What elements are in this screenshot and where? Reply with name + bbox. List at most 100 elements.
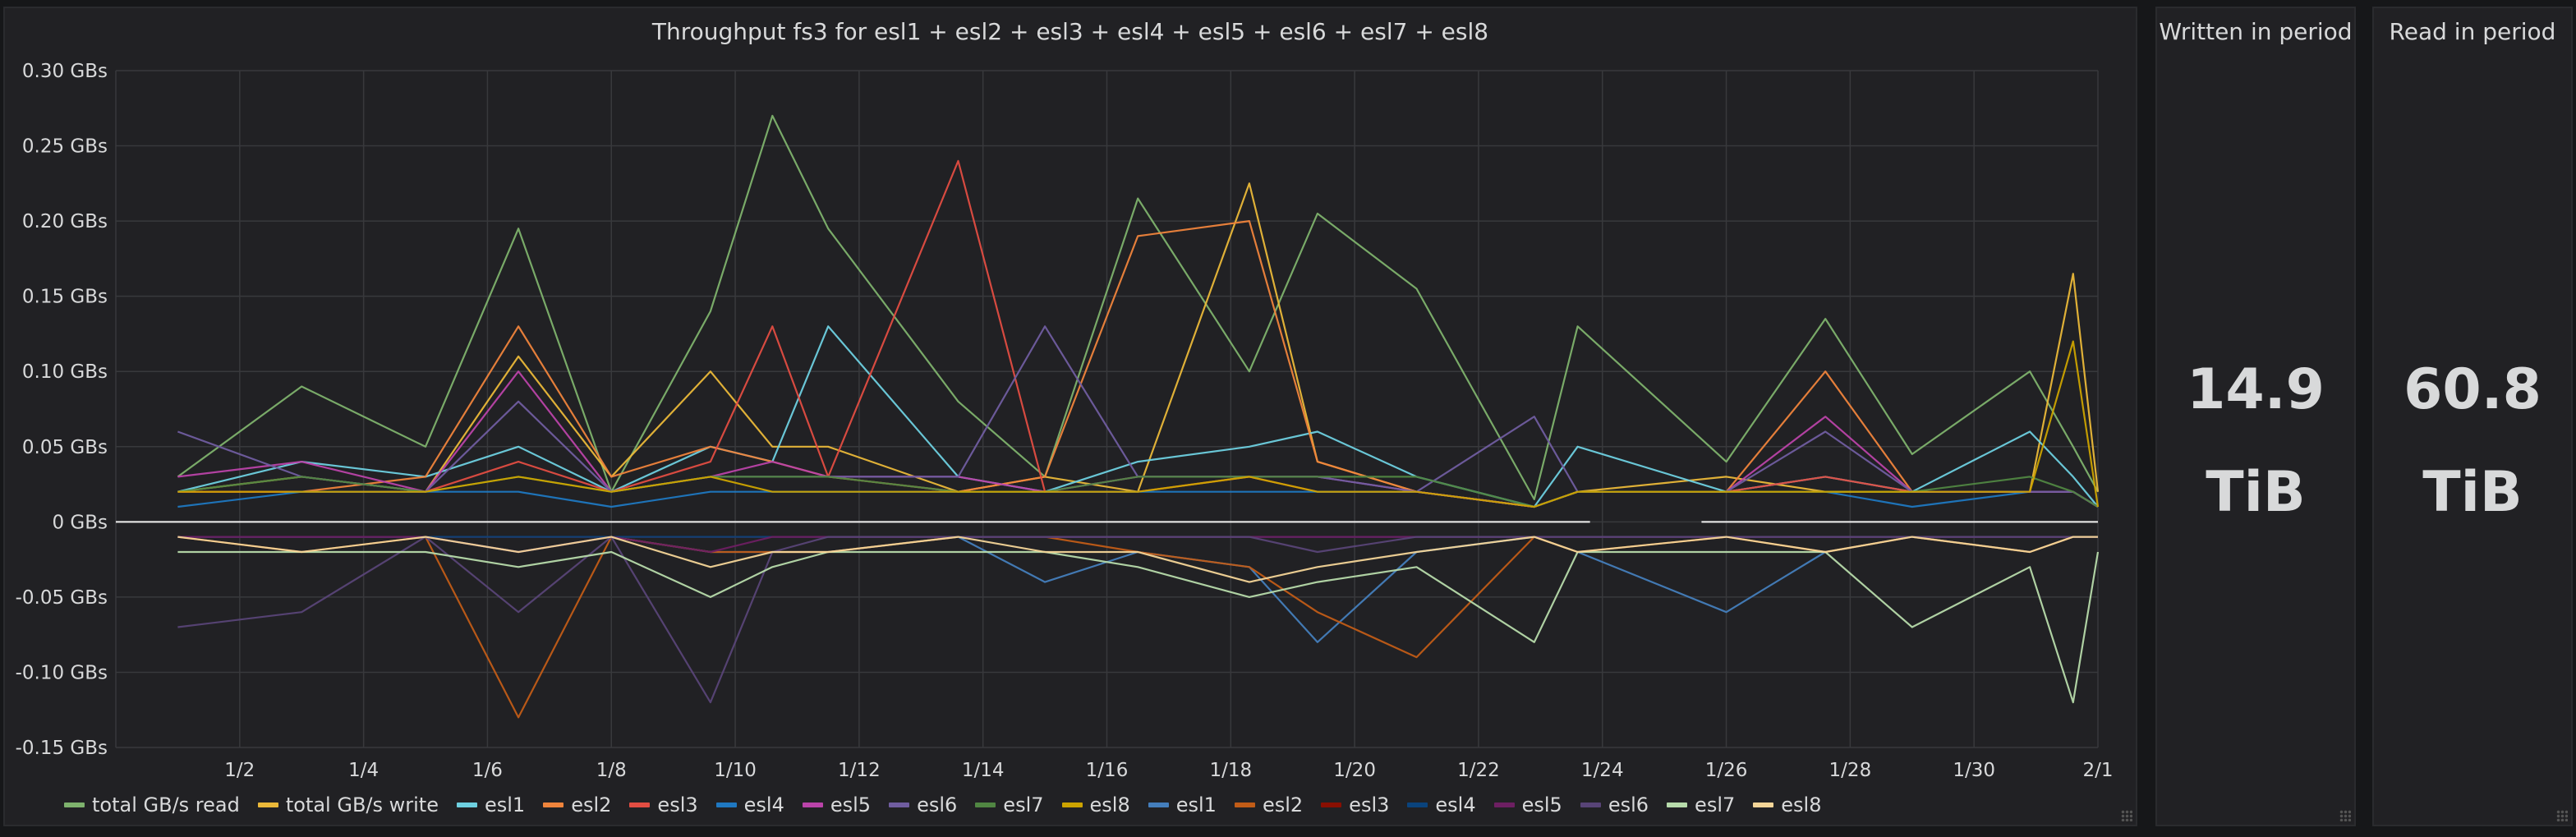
throughput-chart: 0.30 GBs 0.25 GBs 0.20 GBs 0.15 GBs 0.10 GBs… xyxy=(16,61,2114,781)
chart-legend: total GB/s read total GB/s write esl1 esl2 e… xyxy=(64,789,1839,821)
legend-swatch xyxy=(629,803,651,807)
legend-label: total GB/s write xyxy=(285,793,439,816)
resize-handle-icon[interactable] xyxy=(2121,810,2132,821)
legend-swatch xyxy=(802,803,823,807)
legend-item[interactable]: total GB/s read xyxy=(64,793,240,816)
legend-label: esl8 xyxy=(1781,793,1822,816)
legend-item[interactable]: esl6 xyxy=(889,793,957,816)
series-line-15 xyxy=(177,536,2098,704)
x-tick-label: 1/10 xyxy=(714,760,757,781)
legend-swatch xyxy=(257,803,278,807)
series-line-0 xyxy=(177,114,2099,500)
throughput-graph-panel: Throughput fs3 for esl1 + esl2 + esl3 + … xyxy=(3,7,2137,826)
legend-swatch xyxy=(889,803,910,807)
x-tick-label: 1/12 xyxy=(838,760,881,781)
y-tick-label: 0 GBs xyxy=(52,512,108,533)
x-tick-label: 1/24 xyxy=(1581,760,1624,781)
y-tick-label: -0.15 GBs xyxy=(16,738,108,759)
x-tick-label: 1/4 xyxy=(348,760,379,781)
x-tick-label: 1/26 xyxy=(1705,760,1748,781)
legend-label: esl6 xyxy=(1608,793,1649,816)
legend-label: esl4 xyxy=(743,793,784,816)
y-tick-label: -0.10 GBs xyxy=(16,662,108,683)
legend-swatch xyxy=(1321,803,1342,807)
x-tick-label: 1/30 xyxy=(1953,760,1995,781)
y-tick-label: 0.20 GBs xyxy=(22,211,108,232)
written-panel-title[interactable]: Written in period xyxy=(2159,18,2353,45)
legend-label: esl5 xyxy=(830,793,872,816)
y-tick-label: 0.05 GBs xyxy=(22,437,108,458)
legend-item[interactable]: total GB/s write xyxy=(257,793,439,816)
legend-item[interactable]: esl3 xyxy=(1321,793,1389,816)
legend-swatch xyxy=(543,803,564,807)
legend-swatch xyxy=(975,803,996,807)
legend-swatch xyxy=(715,803,737,807)
legend-item[interactable]: esl2 xyxy=(1234,793,1304,816)
x-tick-label: 1/14 xyxy=(962,760,1005,781)
resize-handle-icon[interactable] xyxy=(2556,810,2568,821)
read-in-period-panel: Read in period 60.8 TiB xyxy=(2372,7,2573,826)
legend-label: esl8 xyxy=(1089,793,1130,816)
legend-swatch xyxy=(1234,803,1255,807)
y-tick-label: 0.15 GBs xyxy=(22,287,108,308)
read-value: 60.8 xyxy=(2404,357,2542,422)
legend-swatch xyxy=(456,803,477,807)
written-value: 14.9 xyxy=(2187,357,2325,422)
legend-item[interactable]: esl4 xyxy=(715,793,784,816)
graph-title[interactable]: Throughput fs3 for esl1 + esl2 + esl3 + … xyxy=(651,18,1489,45)
legend-swatch xyxy=(1407,803,1428,807)
legend-swatch xyxy=(1753,803,1774,807)
x-tick-label: 1/16 xyxy=(1086,760,1129,781)
y-tick-label: 0.25 GBs xyxy=(22,136,108,158)
legend-swatch xyxy=(1148,803,1169,807)
legend-label: esl7 xyxy=(1003,793,1044,816)
legend-item[interactable]: esl7 xyxy=(1667,793,1735,816)
legend-item[interactable]: esl3 xyxy=(629,793,698,816)
legend-item[interactable]: esl5 xyxy=(1493,793,1562,816)
x-tick-label: 1/18 xyxy=(1209,760,1252,781)
x-tick-label: 1/22 xyxy=(1457,760,1500,781)
legend-label: esl5 xyxy=(1521,793,1562,816)
legend-label: esl6 xyxy=(917,793,958,816)
y-tick-label: -0.05 GBs xyxy=(16,587,108,609)
x-tick-label: 1/2 xyxy=(224,760,255,781)
series-line-3 xyxy=(177,220,2099,508)
legend-item[interactable]: esl2 xyxy=(543,793,611,816)
read-unit: TiB xyxy=(2422,460,2523,525)
x-tick-label: 1/20 xyxy=(1333,760,1376,781)
legend-item[interactable]: esl8 xyxy=(1753,793,1821,816)
legend-swatch xyxy=(1667,803,1688,807)
y-tick-label: 0.30 GBs xyxy=(22,61,108,82)
legend-label: esl3 xyxy=(1349,793,1390,816)
legend-swatch xyxy=(1493,803,1515,807)
legend-swatch xyxy=(64,803,85,807)
series-line-5 xyxy=(177,490,2099,508)
x-tick-label: 2/1 xyxy=(2082,760,2113,781)
y-tick-label: 0.10 GBs xyxy=(22,361,108,383)
legend-item[interactable]: esl7 xyxy=(975,793,1044,816)
series-line-16 xyxy=(177,550,2100,704)
legend-label: esl1 xyxy=(1175,793,1217,816)
x-tick-label: 1/28 xyxy=(1829,760,1872,781)
series-line-11 xyxy=(177,536,2098,719)
x-tick-label: 1/8 xyxy=(596,760,627,781)
legend-swatch xyxy=(1061,803,1083,807)
legend-item[interactable]: esl1 xyxy=(1148,793,1217,816)
legend-label: esl2 xyxy=(571,793,612,816)
resize-handle-icon[interactable] xyxy=(2339,810,2351,821)
legend-label: total GB/s read xyxy=(92,793,240,816)
written-unit: TiB xyxy=(2206,460,2306,525)
legend-item[interactable]: esl4 xyxy=(1407,793,1476,816)
read-panel-title[interactable]: Read in period xyxy=(2389,18,2556,45)
legend-label: esl2 xyxy=(1262,793,1304,816)
series-line-17 xyxy=(177,536,2098,583)
legend-item[interactable]: esl1 xyxy=(456,793,525,816)
legend-item[interactable]: esl8 xyxy=(1061,793,1130,816)
series-line-6 xyxy=(177,370,2099,508)
series-line-9 xyxy=(177,340,2100,508)
x-tick-label: 1/6 xyxy=(472,760,503,781)
legend-label: esl4 xyxy=(1435,793,1476,816)
legend-swatch xyxy=(1580,803,1601,807)
legend-item[interactable]: esl6 xyxy=(1580,793,1649,816)
legend-item[interactable]: esl5 xyxy=(802,793,872,816)
